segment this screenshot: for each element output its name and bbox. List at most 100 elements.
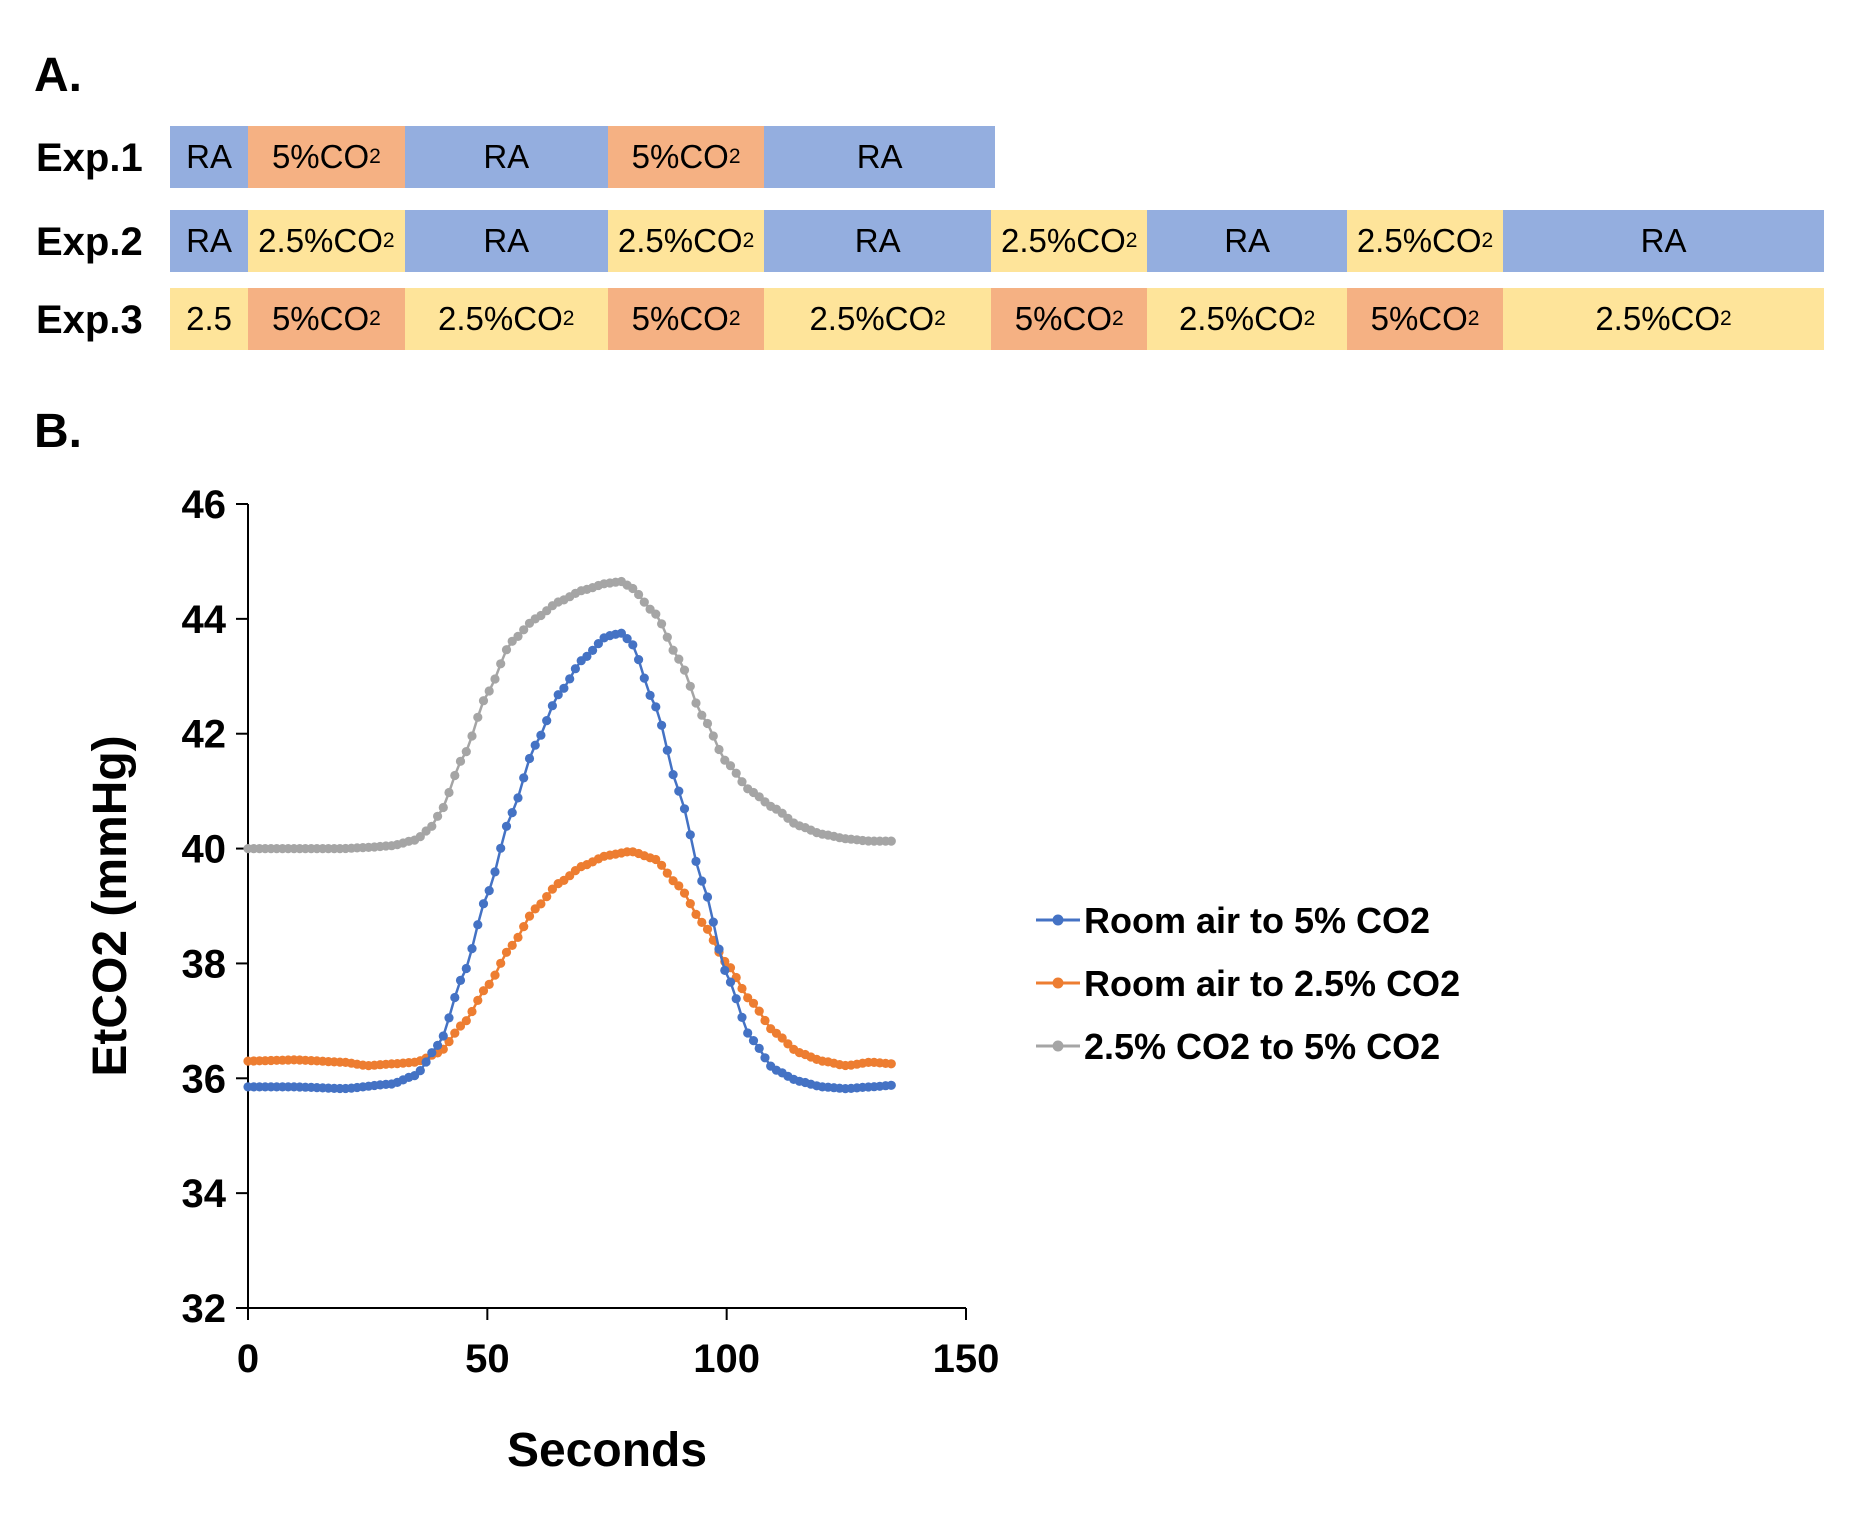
data-point (639, 673, 649, 683)
protocol-segment: 2.5%CO 2 (1346, 210, 1504, 272)
data-point (455, 756, 466, 766)
data-point (473, 920, 483, 930)
data-point (651, 702, 661, 712)
data-point (725, 761, 736, 771)
data-point (455, 975, 466, 986)
protocol-segment: 2.5%CO 2 (607, 210, 765, 272)
data-point (886, 1059, 896, 1069)
protocol-segment: 5%CO 2 (248, 288, 405, 350)
data-point (530, 740, 540, 750)
legend-marker (1052, 977, 1064, 989)
data-point (484, 686, 494, 696)
data-point (433, 811, 443, 821)
data-point (685, 899, 695, 909)
legend-marker (1052, 1040, 1064, 1052)
data-point (542, 892, 552, 902)
data-point (570, 664, 581, 674)
protocol-segment: 5%CO 2 (607, 126, 765, 188)
protocol-segment: 5%CO 2 (1346, 288, 1504, 350)
data-point (668, 770, 678, 780)
data-point (478, 899, 489, 909)
data-point (507, 808, 517, 818)
data-point (679, 804, 690, 814)
data-point (519, 922, 529, 932)
data-point (450, 1028, 460, 1038)
legend-label: Room air to 2.5% CO2 (1084, 963, 1460, 1004)
data-point (760, 1015, 770, 1026)
protocol-segment: RA (170, 126, 249, 188)
protocol-segment: 2.5%CO 2 (991, 210, 1148, 272)
data-point (657, 860, 667, 870)
experiment-label: Exp.2 (36, 220, 143, 264)
data-point (628, 583, 638, 594)
data-point (444, 787, 454, 798)
data-point (679, 888, 690, 898)
data-point (473, 995, 483, 1006)
data-point (702, 924, 713, 934)
data-point (490, 867, 500, 877)
data-point (639, 597, 649, 607)
data-point (513, 932, 523, 943)
data-point (513, 793, 523, 803)
data-point (547, 701, 558, 711)
data-point (444, 1013, 454, 1023)
data-point (674, 881, 684, 891)
data-point (461, 1016, 471, 1026)
data-point (501, 947, 512, 957)
data-point (588, 645, 598, 656)
protocol-segment: RA (404, 210, 608, 272)
data-point (622, 634, 632, 644)
data-point (433, 1040, 443, 1050)
data-point (685, 681, 695, 691)
data-point (478, 696, 489, 706)
protocol-segment: 5%CO 2 (991, 288, 1148, 350)
x-axis-title: Seconds (507, 1424, 707, 1477)
data-point (691, 909, 701, 920)
data-point (691, 856, 701, 867)
data-point (519, 773, 529, 783)
data-point (743, 1028, 753, 1038)
data-point (748, 998, 759, 1008)
data-point (427, 1048, 437, 1058)
data-point (553, 690, 563, 700)
data-point (421, 1057, 431, 1067)
data-point (582, 651, 592, 662)
data-point (708, 731, 718, 741)
y-tick-label: 42 (182, 713, 227, 757)
x-tick-label: 0 (237, 1337, 259, 1381)
data-point (467, 731, 477, 741)
protocol-segment: 2.5%CO 2 (404, 288, 608, 350)
data-point (714, 744, 724, 755)
data-point (691, 698, 701, 708)
data-point (536, 730, 546, 740)
protocol-segment: RA (170, 210, 249, 272)
data-point (519, 625, 529, 635)
data-point (737, 777, 747, 787)
protocol-segment: 2.5%CO 2 (1503, 288, 1824, 350)
y-tick-label: 32 (182, 1287, 227, 1331)
data-point (415, 832, 425, 842)
data-point (593, 639, 604, 649)
data-point (679, 665, 690, 675)
x-tick-label: 50 (465, 1337, 510, 1381)
data-point (685, 830, 695, 840)
experiment-label: Exp.1 (36, 136, 143, 180)
data-point (668, 645, 678, 655)
protocol-segment: RA (1503, 210, 1824, 272)
data-point (496, 958, 506, 968)
data-point (467, 944, 477, 954)
data-point (720, 965, 730, 976)
data-point (662, 868, 672, 878)
experiment-label: Exp.3 (36, 298, 143, 342)
data-point (737, 983, 747, 994)
data-point (634, 589, 644, 600)
y-tick-label: 44 (182, 598, 227, 642)
data-point (657, 619, 667, 629)
data-point (634, 655, 644, 665)
data-point (450, 770, 460, 781)
data-point (731, 768, 741, 778)
data-point (708, 917, 718, 927)
data-point (461, 747, 471, 757)
panel-a-label: A. (34, 49, 82, 102)
data-point (490, 970, 500, 980)
